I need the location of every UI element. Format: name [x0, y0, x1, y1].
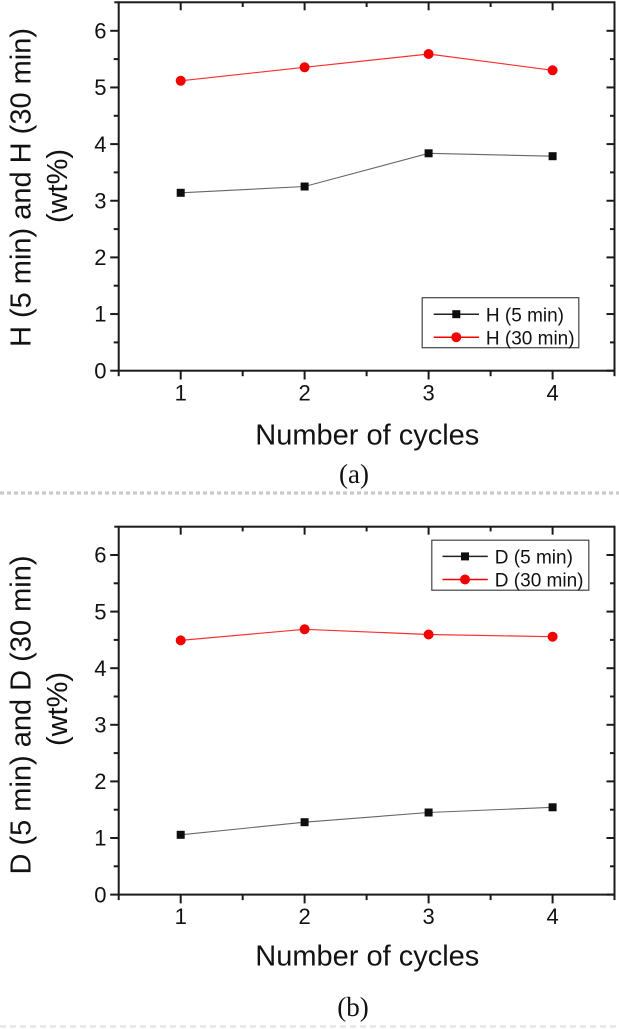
svg-text:(wt%): (wt%): [42, 672, 74, 746]
svg-text:2: 2: [298, 904, 310, 929]
svg-text:2: 2: [94, 245, 106, 270]
svg-text:2: 2: [94, 769, 106, 794]
svg-text:D (5 min) and D (30 min): D (5 min) and D (30 min): [6, 555, 38, 874]
svg-text:Number of cycles: Number of cycles: [255, 940, 479, 972]
svg-text:0: 0: [94, 882, 106, 907]
svg-text:3: 3: [94, 188, 106, 213]
svg-text:4: 4: [546, 381, 558, 406]
svg-text:1: 1: [94, 826, 106, 851]
svg-text:3: 3: [94, 712, 106, 737]
svg-text:H (5 min): H (5 min): [486, 305, 564, 326]
svg-text:D (5 min): D (5 min): [495, 548, 573, 569]
svg-text:0: 0: [94, 358, 106, 383]
svg-text:4: 4: [94, 132, 106, 157]
svg-text:3: 3: [422, 381, 434, 406]
svg-text:H (5 min) and H (30 min): H (5 min) and H (30 min): [6, 28, 38, 347]
svg-text:4: 4: [94, 656, 106, 681]
svg-text:6: 6: [94, 18, 106, 43]
svg-text:(a): (a): [339, 459, 369, 489]
svg-text:5: 5: [94, 599, 106, 624]
svg-text:Number of cycles: Number of cycles: [255, 420, 479, 452]
svg-text:3: 3: [422, 904, 434, 929]
svg-text:(wt%): (wt%): [42, 149, 74, 223]
svg-text:H (30 min): H (30 min): [486, 328, 575, 349]
svg-text:1: 1: [94, 302, 106, 327]
svg-text:5: 5: [94, 75, 106, 100]
svg-text:1: 1: [175, 904, 187, 929]
svg-text:6: 6: [94, 543, 106, 568]
svg-text:(b): (b): [337, 992, 368, 1022]
svg-text:2: 2: [298, 381, 310, 406]
svg-text:1: 1: [175, 381, 187, 406]
svg-text:4: 4: [546, 904, 558, 929]
svg-text:D (30 min): D (30 min): [495, 571, 584, 592]
